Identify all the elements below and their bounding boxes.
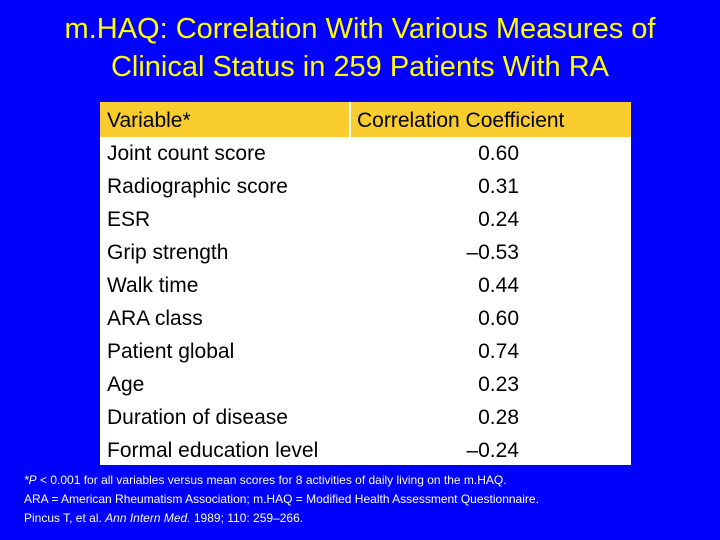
row-coefficient: 0.31 <box>478 175 519 198</box>
table-row: Radiographic score 0.31 <box>100 170 631 203</box>
row-variable: Grip strength <box>107 241 229 264</box>
footnote-line-3: Pincus T, et al. Ann Intern Med. 1989; 1… <box>24 509 539 528</box>
table-row: Joint count score 0.60 <box>100 137 631 170</box>
row-variable: Formal education level <box>107 439 319 462</box>
header-variable: Variable* <box>107 109 191 132</box>
row-coefficient: 0.28 <box>478 406 519 429</box>
row-coefficient: 0.44 <box>478 274 519 297</box>
row-variable: Walk time <box>107 274 199 297</box>
table-row: Patient global 0.74 <box>100 335 631 368</box>
table-row: Walk time 0.44 <box>100 269 631 302</box>
row-variable: Age <box>107 373 145 396</box>
footnote-line-1: *P < 0.001 for all variables versus mean… <box>24 471 539 490</box>
row-coefficient: 0.74 <box>478 340 519 363</box>
footnote: *P < 0.001 for all variables versus mean… <box>24 471 539 528</box>
citation-authors: Pincus T, et al. <box>24 511 106 525</box>
row-variable: Patient global <box>107 340 235 363</box>
row-coefficient: 0.60 <box>478 307 519 330</box>
footnote-significance: < 0.001 for all variables versus mean sc… <box>36 473 507 487</box>
row-coefficient: 0.23 <box>478 373 519 396</box>
row-variable: Duration of disease <box>107 406 288 429</box>
correlation-table: Variable* Correlation Coefficient Joint … <box>100 102 631 465</box>
footnote-line-2: ARA = American Rheumatism Association; m… <box>24 492 539 506</box>
table-row: ESR 0.24 <box>100 203 631 236</box>
row-variable: ESR <box>107 208 151 231</box>
slide-title: m.HAQ: Correlation With Various Measures… <box>0 10 720 86</box>
slide-title-line-2: Clinical Status in 259 Patients With RA <box>110 51 610 83</box>
row-coefficient: –0.24 <box>466 439 519 462</box>
row-variable: ARA class <box>107 307 203 330</box>
table-row: Duration of disease 0.28 <box>100 401 631 434</box>
row-coefficient: –0.53 <box>466 241 519 264</box>
header-divider <box>349 102 351 137</box>
footnote-p-symbol: *P <box>24 473 37 487</box>
citation-details: 1989; 110: 259–266. <box>190 511 304 525</box>
citation-journal: Ann Intern Med. <box>105 511 191 525</box>
table-row: Age 0.23 <box>100 368 631 401</box>
row-variable: Radiographic score <box>107 175 288 198</box>
table-row: ARA class 0.60 <box>100 302 631 335</box>
row-coefficient: 0.24 <box>478 208 519 231</box>
row-coefficient: 0.60 <box>478 142 519 165</box>
table-header: Variable* Correlation Coefficient <box>100 102 631 137</box>
table-row: Grip strength –0.53 <box>100 236 631 269</box>
header-coefficient: Correlation Coefficient <box>357 109 565 132</box>
table-row: Formal education level –0.24 <box>100 434 631 467</box>
slide-title-line-1: m.HAQ: Correlation With Various Measures… <box>64 13 656 45</box>
row-variable: Joint count score <box>107 142 266 165</box>
